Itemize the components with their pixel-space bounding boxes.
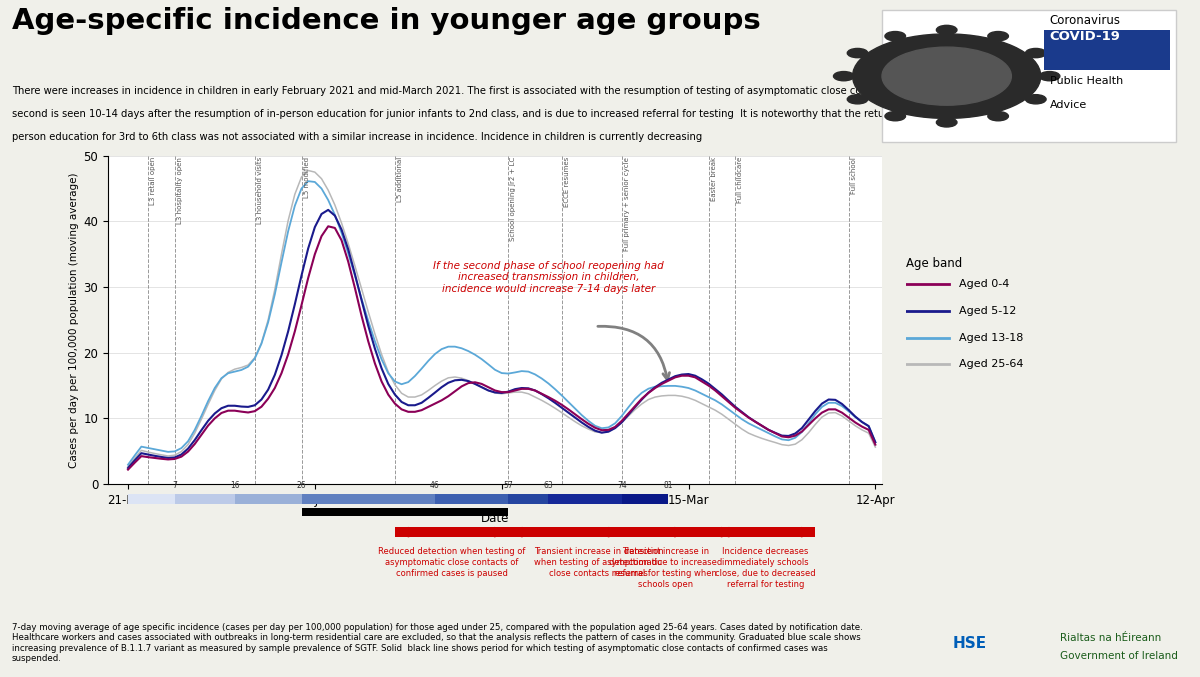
Circle shape <box>988 32 1008 41</box>
Circle shape <box>988 112 1008 121</box>
Text: Rialtas na hÉireann: Rialtas na hÉireann <box>1061 633 1162 643</box>
Text: Full childcare: Full childcare <box>737 157 743 203</box>
Circle shape <box>1039 72 1060 81</box>
Text: 74: 74 <box>617 481 626 490</box>
Circle shape <box>1026 95 1046 104</box>
Text: If the second phase of school reopening had
increased transmission in children,
: If the second phase of school reopening … <box>433 261 664 294</box>
FancyBboxPatch shape <box>882 10 1176 142</box>
Text: L5 additional: L5 additional <box>397 157 403 202</box>
Text: 26: 26 <box>296 481 306 490</box>
Text: person education for 3rd to 6th class was not associated with a similar increase: person education for 3rd to 6th class wa… <box>12 132 702 142</box>
Circle shape <box>847 49 868 58</box>
Text: Reduced detection when testing of
asymptomatic close contacts of
confirmed cases: Reduced detection when testing of asympt… <box>378 547 526 578</box>
Text: Full school: Full school <box>851 157 857 194</box>
Y-axis label: Cases per day per 100,000 population (moving average): Cases per day per 100,000 population (mo… <box>70 172 79 468</box>
Text: Government of Ireland: Government of Ireland <box>1061 651 1178 661</box>
Text: Transient increase in
detection due to increased
referral for testing when
schoo: Transient increase in detection due to i… <box>608 547 721 589</box>
FancyBboxPatch shape <box>1044 30 1170 70</box>
Text: Full primary + senior cycle: Full primary + senior cycle <box>624 157 630 251</box>
Text: Advice: Advice <box>1050 100 1087 110</box>
Text: Coronavirus: Coronavirus <box>1050 14 1121 27</box>
FancyArrowPatch shape <box>598 326 670 380</box>
X-axis label: Date: Date <box>481 512 509 525</box>
Bar <box>509 527 689 538</box>
Text: 7: 7 <box>173 481 178 490</box>
Circle shape <box>1026 49 1046 58</box>
Text: 57: 57 <box>504 481 514 490</box>
Bar <box>622 494 668 504</box>
Text: 63: 63 <box>544 481 553 490</box>
Text: ECCE resumes: ECCE resumes <box>564 157 570 207</box>
Text: Transient increase in detection
when testing of asymptomatic
close contacts resu: Transient increase in detection when tes… <box>534 547 664 578</box>
Circle shape <box>882 47 1012 105</box>
Text: 81: 81 <box>664 481 673 490</box>
Circle shape <box>884 112 906 121</box>
Text: School opening Jr2 + LC: School opening Jr2 + LC <box>510 157 516 241</box>
Bar <box>595 527 736 538</box>
Text: Incidence decreases
immediately schools
close, due to decreased
referral for tes: Incidence decreases immediately schools … <box>715 547 816 589</box>
Text: L3 retail open: L3 retail open <box>150 157 156 205</box>
Bar <box>395 527 509 538</box>
Bar <box>509 494 548 504</box>
Text: Easter break: Easter break <box>710 157 716 201</box>
Circle shape <box>936 118 956 127</box>
Text: Aged 5-12: Aged 5-12 <box>959 306 1016 316</box>
Circle shape <box>936 25 956 35</box>
Text: There were increases in incidence in children in early February 2021 and mid-Mar: There were increases in incidence in chi… <box>12 87 917 96</box>
Bar <box>175 494 235 504</box>
Text: Aged 13-18: Aged 13-18 <box>959 332 1024 343</box>
Bar <box>548 494 622 504</box>
Circle shape <box>884 32 906 41</box>
Bar <box>434 494 509 504</box>
Text: second is seen 10-14 days after the resumption of in-person education for junior: second is seen 10-14 days after the resu… <box>12 109 924 119</box>
Text: L3 household visits: L3 household visits <box>257 157 263 224</box>
Circle shape <box>847 95 868 104</box>
Text: L3 hospitality open: L3 hospitality open <box>176 157 182 224</box>
Circle shape <box>852 34 1040 118</box>
Bar <box>301 508 509 516</box>
Text: Aged 0-4: Aged 0-4 <box>959 279 1009 289</box>
Text: 46: 46 <box>430 481 440 490</box>
Bar <box>128 494 175 504</box>
Bar <box>301 494 434 504</box>
Text: Aged 25-64: Aged 25-64 <box>959 359 1024 370</box>
Bar <box>235 494 301 504</box>
Text: 7-day moving average of age specific incidence (cases per day per 100,000 popula: 7-day moving average of age specific inc… <box>12 623 863 663</box>
Text: COVID-19: COVID-19 <box>1050 30 1121 43</box>
Text: L5 modified: L5 modified <box>304 157 310 198</box>
Text: 16: 16 <box>230 481 240 490</box>
Text: Age band: Age band <box>906 257 962 270</box>
Text: Public Health: Public Health <box>1050 76 1123 86</box>
Text: HSE: HSE <box>953 636 986 651</box>
Bar <box>715 527 815 538</box>
Text: Age-specific incidence in younger age groups: Age-specific incidence in younger age gr… <box>12 7 761 35</box>
Circle shape <box>834 72 854 81</box>
